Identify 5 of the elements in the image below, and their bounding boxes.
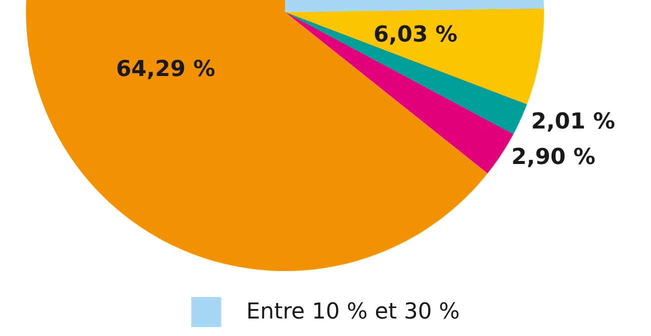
data-label: 2,90 % bbox=[511, 145, 596, 170]
data-label: 6,03 % bbox=[373, 22, 458, 48]
data-label: 64,29 % bbox=[116, 57, 216, 82]
legend-label: Entre 10 % et 30 % bbox=[246, 300, 460, 324]
data-label: 2,01 % bbox=[531, 109, 616, 134]
